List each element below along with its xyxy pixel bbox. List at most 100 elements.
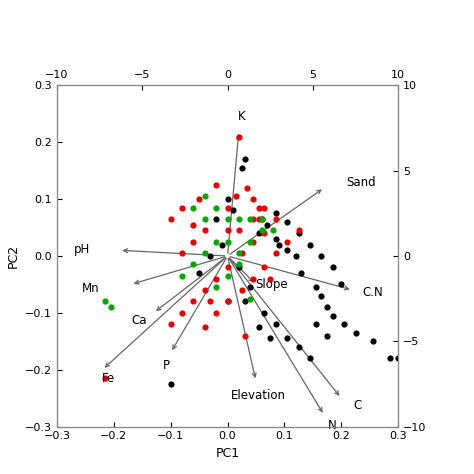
Point [167, 215, 174, 223]
Point [238, 164, 246, 172]
Point [269, 227, 277, 234]
Point [318, 292, 325, 300]
Point [258, 227, 265, 234]
Point [212, 283, 220, 291]
Text: Ca: Ca [132, 314, 147, 327]
Point [235, 215, 243, 223]
Point [167, 380, 174, 388]
Point [212, 181, 220, 189]
Point [235, 261, 243, 268]
Point [266, 335, 274, 342]
Text: P: P [163, 359, 170, 372]
Point [190, 221, 197, 228]
Point [329, 264, 337, 271]
Point [229, 207, 237, 214]
Point [167, 320, 174, 328]
Y-axis label: PC2: PC2 [6, 244, 19, 268]
Point [272, 249, 280, 257]
Point [246, 283, 254, 291]
Point [318, 252, 325, 260]
Point [235, 133, 243, 140]
Point [258, 215, 265, 223]
Point [246, 215, 254, 223]
Text: Mn: Mn [82, 283, 100, 295]
Point [224, 227, 231, 234]
Point [386, 355, 393, 362]
Text: C: C [353, 399, 361, 412]
Point [190, 204, 197, 211]
Point [107, 303, 115, 311]
Point [224, 204, 231, 211]
Point [255, 215, 263, 223]
Text: Elevation: Elevation [231, 389, 286, 402]
Point [178, 249, 186, 257]
X-axis label: PC1: PC1 [216, 447, 239, 460]
Point [249, 275, 257, 283]
Point [323, 303, 331, 311]
Point [201, 286, 209, 294]
Point [394, 355, 402, 362]
Point [272, 320, 280, 328]
Point [283, 238, 291, 246]
Point [295, 229, 302, 237]
Text: K: K [238, 110, 246, 123]
Point [275, 241, 283, 248]
Point [241, 298, 248, 305]
Point [201, 215, 209, 223]
Point [292, 252, 300, 260]
Point [306, 241, 314, 248]
Point [224, 298, 231, 305]
Point [323, 332, 331, 339]
Point [272, 210, 280, 217]
Point [212, 275, 220, 283]
Point [224, 215, 231, 223]
Point [306, 355, 314, 362]
Point [224, 264, 231, 271]
Point [224, 238, 231, 246]
Point [272, 235, 280, 243]
Point [232, 192, 240, 200]
Point [201, 323, 209, 331]
Point [235, 227, 243, 234]
Point [201, 192, 209, 200]
Point [312, 320, 319, 328]
Point [235, 249, 243, 257]
Point [261, 309, 268, 317]
Point [212, 238, 220, 246]
Point [283, 246, 291, 254]
Point [298, 269, 305, 277]
Point [295, 227, 302, 234]
Point [255, 204, 263, 211]
Point [249, 215, 257, 223]
Point [258, 215, 265, 223]
Point [249, 195, 257, 203]
Point [224, 298, 231, 305]
Point [235, 264, 243, 271]
Point [244, 184, 251, 191]
Text: C.N: C.N [362, 286, 383, 300]
Text: Sand: Sand [346, 175, 376, 189]
Point [340, 320, 348, 328]
Point [241, 332, 248, 339]
Point [329, 312, 337, 319]
Point [249, 238, 257, 246]
Point [201, 227, 209, 234]
Point [178, 204, 186, 211]
Point [283, 335, 291, 342]
Point [352, 329, 359, 337]
Point [312, 283, 319, 291]
Point [207, 252, 214, 260]
Point [101, 374, 109, 382]
Point [261, 204, 268, 211]
Point [246, 295, 254, 302]
Point [241, 155, 248, 163]
Point [218, 241, 226, 248]
Point [255, 229, 263, 237]
Text: Slope: Slope [255, 278, 288, 291]
Point [201, 249, 209, 257]
Point [246, 238, 254, 246]
Point [212, 309, 220, 317]
Point [207, 298, 214, 305]
Point [190, 238, 197, 246]
Point [212, 204, 220, 211]
